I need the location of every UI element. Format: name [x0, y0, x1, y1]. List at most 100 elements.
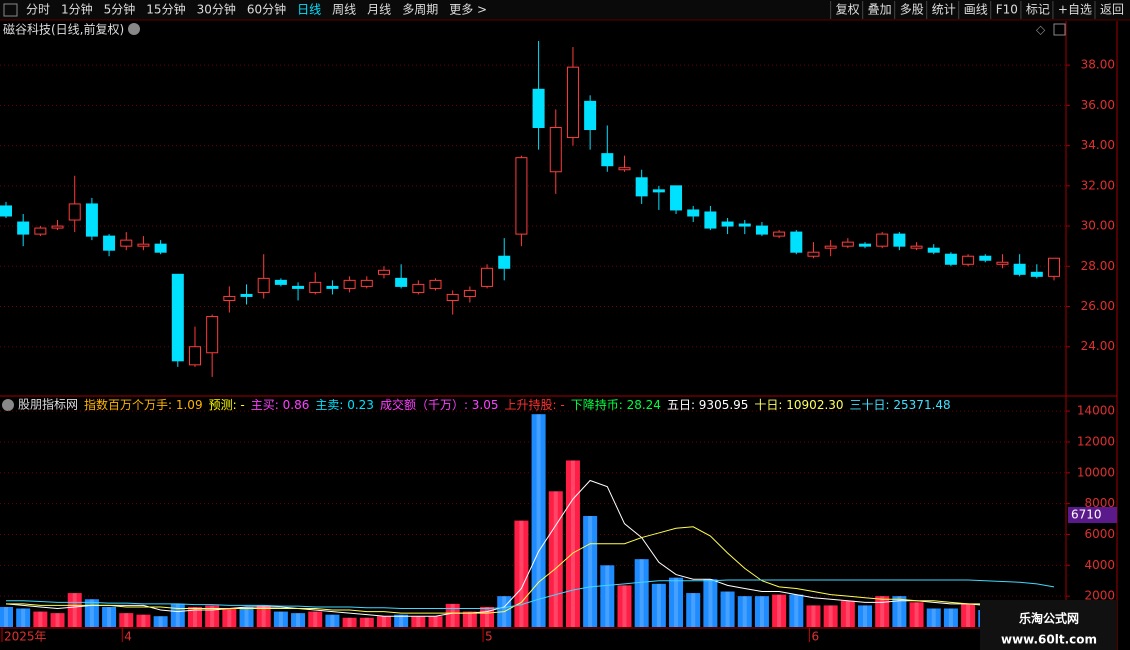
- volume-bar: [823, 605, 838, 627]
- cursor-label: 6710: [1071, 508, 1102, 522]
- volume-bar-highlight: [227, 608, 232, 627]
- period-tab[interactable]: 30分钟: [197, 2, 236, 17]
- period-tab[interactable]: 1分钟: [61, 2, 93, 17]
- candle-body: [1048, 257, 1060, 277]
- period-tab[interactable]: 15分钟: [146, 2, 185, 17]
- volume-bar-highlight: [622, 585, 627, 627]
- volume-bar-highlight: [742, 596, 747, 627]
- volume-bar-highlight: [89, 599, 94, 627]
- title-dropdown[interactable]: [128, 23, 140, 35]
- volume-bar: [754, 596, 769, 627]
- tool-button[interactable]: F10: [996, 3, 1018, 17]
- volume-bar: [720, 591, 735, 627]
- volume-bar-highlight: [777, 594, 782, 627]
- volume-bar-highlight: [278, 611, 283, 627]
- volume-bar: [0, 606, 13, 627]
- volume-bar: [273, 611, 288, 627]
- period-tab[interactable]: 多周期: [402, 3, 438, 17]
- volume-bar: [16, 608, 31, 627]
- indicator-dropdown[interactable]: [2, 399, 14, 411]
- period-tab[interactable]: 月线: [367, 3, 391, 17]
- volume-bar-highlight: [364, 617, 369, 627]
- volume-bar: [772, 594, 787, 627]
- volume-bar-highlight: [914, 602, 919, 627]
- volume-bar-highlight: [107, 606, 112, 627]
- volume-bar: [840, 600, 855, 627]
- tool-button[interactable]: 返回: [1100, 3, 1124, 17]
- diamond-icon[interactable]: ◇: [1036, 23, 1046, 37]
- indicator-values: 指数百万个万手: 1.09 预测: - 主买: 0.86 主卖: 0.23 成交额（千万…: [84, 397, 951, 412]
- candle-body: [206, 316, 219, 354]
- volume-bar: [514, 520, 529, 627]
- y-tick-label: 6000: [1084, 527, 1115, 541]
- indicator-title: 股朋指标网: [18, 397, 78, 412]
- volume-bar-highlight: [158, 616, 163, 627]
- volume-bar: [50, 613, 65, 627]
- y-tick-label: 14000: [1077, 404, 1115, 418]
- period-tab[interactable]: 分时: [26, 3, 50, 17]
- volume-bar: [943, 608, 958, 627]
- candle-body: [223, 295, 236, 301]
- candle-body: [274, 279, 287, 285]
- candle-body: [704, 211, 717, 229]
- y-tick-label: 10000: [1077, 465, 1115, 479]
- volume-bar-highlight: [863, 605, 868, 627]
- candle-body: [1030, 271, 1043, 277]
- period-tab[interactable]: 更多 >: [449, 3, 487, 17]
- volume-bar-highlight: [21, 608, 26, 627]
- candle-body: [360, 279, 373, 287]
- candle-body: [68, 203, 81, 221]
- volume-bar: [308, 611, 323, 627]
- candle-body: [824, 245, 837, 249]
- y-tick-label: 2000: [1084, 589, 1115, 603]
- volume-bar-highlight: [948, 608, 953, 627]
- volume-bar: [961, 603, 976, 627]
- candle-body: [137, 243, 150, 247]
- candle-body: [1013, 263, 1026, 275]
- plot-area: 24.00 26.00 28.00 30.00 32.00 34.00 36.00 38.00…: [0, 41, 1115, 644]
- volume-bar: [187, 606, 202, 627]
- volume-bar-highlight: [931, 608, 936, 627]
- indicator-value: 主卖: 0.23: [315, 398, 374, 412]
- volume-bar-highlight: [416, 616, 421, 627]
- volume-bar: [359, 617, 374, 627]
- indicator-value: 指数百万个万手: 1.09: [84, 397, 203, 412]
- volume-bar: [394, 614, 409, 627]
- tool-button[interactable]: 画线: [964, 3, 988, 17]
- volume-bar: [565, 460, 580, 627]
- period-tab[interactable]: 5分钟: [104, 2, 136, 17]
- volume-bar-highlight: [570, 460, 575, 627]
- panel-icon[interactable]: [1053, 23, 1066, 36]
- candle-body: [790, 231, 803, 253]
- menu-icon[interactable]: [3, 3, 18, 17]
- volume-bar: [686, 593, 701, 627]
- candle-body: [738, 223, 751, 227]
- period-tab[interactable]: 周线: [332, 3, 356, 17]
- tool-button[interactable]: 统计: [932, 3, 956, 17]
- x-tick-label: 2025年: [4, 630, 47, 644]
- watermark-url: www.60lt.com: [1001, 633, 1097, 647]
- moving-average-line: [6, 579, 1055, 609]
- volume-bar: [222, 608, 237, 627]
- tool-button[interactable]: 叠加: [868, 3, 892, 17]
- candle-body: [618, 167, 631, 171]
- y-tick-label: 12000: [1077, 434, 1115, 448]
- candle-body: [429, 279, 442, 289]
- tool-button[interactable]: 复权: [836, 3, 860, 17]
- candle-body: [944, 253, 957, 265]
- volume-bar-highlight: [192, 606, 197, 627]
- period-tab[interactable]: 日线: [297, 3, 321, 17]
- volume-bar-highlight: [4, 606, 8, 627]
- candle-body: [841, 241, 854, 247]
- tool-button[interactable]: 标记: [1026, 3, 1050, 17]
- tool-button[interactable]: +自选: [1058, 3, 1092, 17]
- volume-bar-highlight: [313, 611, 318, 627]
- tool-button[interactable]: 多股: [900, 3, 924, 17]
- volume-bar: [806, 605, 821, 627]
- candle-body: [171, 273, 184, 362]
- volume-bar: [703, 579, 718, 627]
- moving-average-line: [6, 526, 1055, 614]
- x-tick-label: 6: [811, 630, 819, 644]
- period-tab[interactable]: 60分钟: [247, 2, 286, 17]
